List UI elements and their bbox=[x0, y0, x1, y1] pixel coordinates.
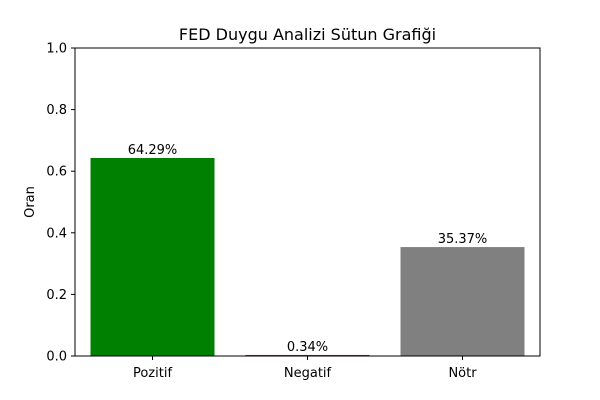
x-tick-label: Nötr bbox=[448, 366, 477, 381]
y-tick-label: 0.8 bbox=[46, 103, 67, 118]
bar-value-label: 35.37% bbox=[438, 232, 488, 247]
y-tick-label: 0.6 bbox=[46, 165, 67, 180]
chart-title: FED Duygu Analizi Sütun Grafiği bbox=[179, 25, 436, 44]
y-tick-label: 0.0 bbox=[46, 350, 67, 365]
y-tick-label: 0.2 bbox=[46, 288, 67, 303]
bar-value-label: 0.34% bbox=[287, 340, 328, 355]
y-tick-label: 0.4 bbox=[46, 226, 67, 241]
x-tick-label: Negatif bbox=[284, 366, 332, 381]
bar bbox=[90, 157, 215, 356]
plot-area: 64.29% 0.34% 35.37% 0.0 0.2 0.4 0.6 0.8 1.0 Pozit… bbox=[46, 42, 541, 381]
y-tick-label: 1.0 bbox=[46, 42, 67, 57]
bar bbox=[245, 354, 370, 356]
bar-value-label: 64.29% bbox=[128, 143, 178, 158]
bar bbox=[400, 247, 525, 356]
y-axis-label: Oran bbox=[23, 186, 38, 218]
x-tick-label: Pozitif bbox=[133, 366, 172, 381]
